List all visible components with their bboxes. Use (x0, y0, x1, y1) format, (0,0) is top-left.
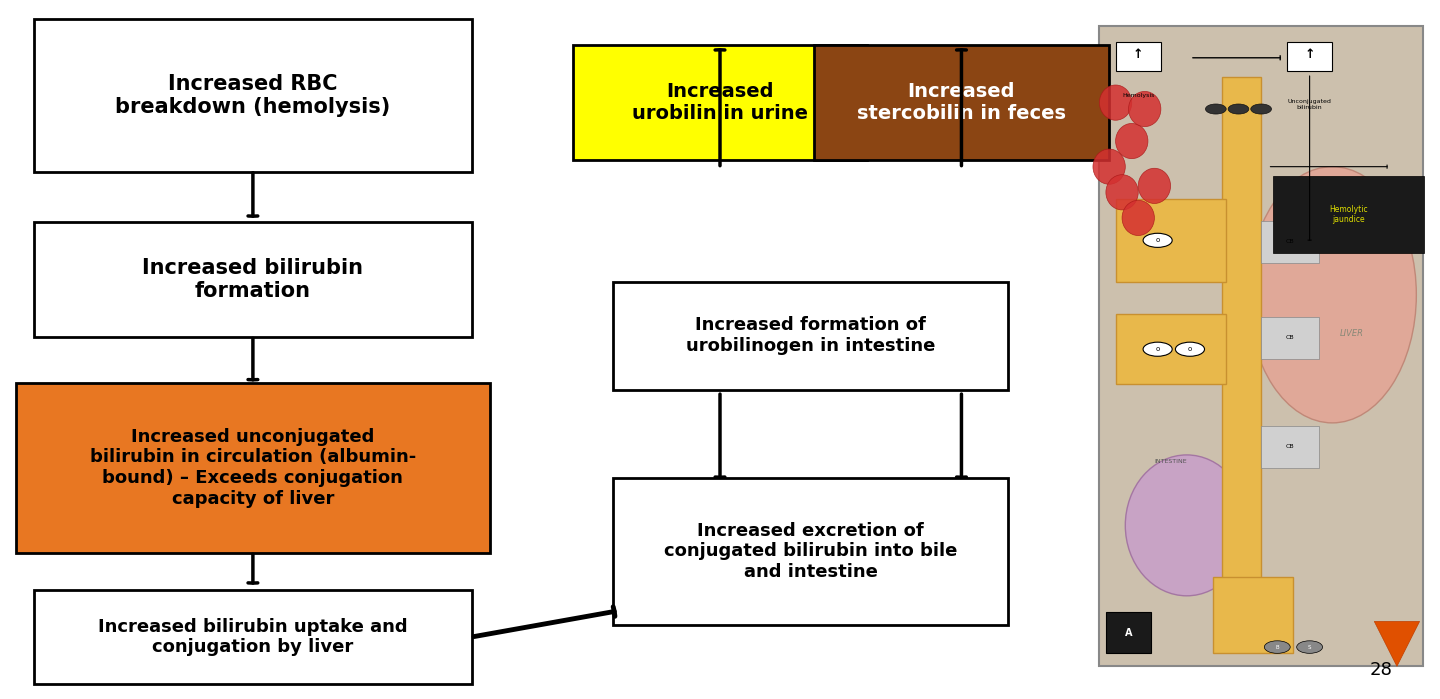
Text: Increased
urobilin in urine: Increased urobilin in urine (632, 82, 808, 123)
Ellipse shape (1093, 149, 1125, 185)
Text: LIVER: LIVER (1339, 329, 1364, 338)
Ellipse shape (1125, 455, 1248, 596)
Circle shape (1251, 104, 1272, 114)
Text: o: o (1188, 346, 1192, 352)
Ellipse shape (1129, 92, 1161, 127)
Text: S: S (1308, 644, 1312, 649)
Polygon shape (1223, 77, 1261, 615)
FancyBboxPatch shape (16, 382, 490, 553)
FancyBboxPatch shape (1261, 426, 1319, 468)
Text: Hemolysis: Hemolysis (1122, 93, 1155, 98)
Text: CB: CB (1286, 239, 1295, 244)
Ellipse shape (1099, 85, 1132, 120)
Circle shape (1296, 641, 1322, 654)
FancyBboxPatch shape (573, 45, 867, 160)
FancyBboxPatch shape (1116, 42, 1161, 71)
FancyBboxPatch shape (1099, 26, 1423, 666)
FancyBboxPatch shape (1273, 176, 1424, 254)
Circle shape (1205, 104, 1227, 114)
FancyBboxPatch shape (33, 222, 472, 338)
FancyBboxPatch shape (613, 282, 1008, 389)
FancyBboxPatch shape (1287, 42, 1332, 71)
FancyBboxPatch shape (1261, 317, 1319, 359)
Text: ↑: ↑ (1133, 48, 1143, 61)
FancyBboxPatch shape (613, 478, 1008, 624)
FancyBboxPatch shape (814, 45, 1109, 160)
Ellipse shape (1122, 201, 1155, 236)
Text: CB: CB (1286, 336, 1295, 340)
Text: B: B (1276, 644, 1279, 649)
Circle shape (1264, 641, 1290, 654)
Polygon shape (1116, 314, 1225, 384)
Circle shape (1228, 104, 1248, 114)
FancyBboxPatch shape (33, 19, 472, 172)
Text: Increased unconjugated
bilirubin in circulation (albumin-
bound) – Exceeds conju: Increased unconjugated bilirubin in circ… (89, 428, 416, 508)
FancyBboxPatch shape (33, 590, 472, 684)
Circle shape (1143, 343, 1172, 356)
Text: INTESTINE: INTESTINE (1155, 459, 1187, 464)
Polygon shape (1116, 199, 1225, 282)
Text: ↑: ↑ (1305, 48, 1315, 61)
Text: Increased RBC
breakdown (hemolysis): Increased RBC breakdown (hemolysis) (115, 74, 390, 117)
Ellipse shape (1248, 166, 1417, 423)
FancyBboxPatch shape (1261, 221, 1319, 263)
Text: o: o (1155, 346, 1159, 352)
Text: Increased excretion of
conjugated bilirubin into bile
and intestine: Increased excretion of conjugated biliru… (664, 521, 958, 581)
Polygon shape (1212, 577, 1293, 654)
Text: Increased formation of
urobilinogen in intestine: Increased formation of urobilinogen in i… (685, 316, 935, 355)
Ellipse shape (1106, 175, 1138, 210)
Polygon shape (1374, 621, 1420, 666)
Text: CB: CB (1286, 444, 1295, 449)
Ellipse shape (1138, 168, 1171, 203)
Ellipse shape (1116, 124, 1148, 159)
Text: Increased
stercobilin in feces: Increased stercobilin in feces (857, 82, 1066, 123)
Text: Increased bilirubin uptake and
conjugation by liver: Increased bilirubin uptake and conjugati… (98, 618, 408, 656)
Circle shape (1175, 343, 1204, 356)
Text: Hemolytic
jaundice: Hemolytic jaundice (1329, 205, 1368, 224)
Text: Increased bilirubin
formation: Increased bilirubin formation (143, 258, 363, 301)
Text: 28: 28 (1369, 661, 1392, 679)
Text: o: o (1155, 238, 1159, 243)
Circle shape (1143, 233, 1172, 247)
Text: A: A (1125, 628, 1132, 638)
Text: Unconjugated
bilirubin: Unconjugated bilirubin (1287, 99, 1332, 110)
FancyBboxPatch shape (1106, 612, 1151, 654)
